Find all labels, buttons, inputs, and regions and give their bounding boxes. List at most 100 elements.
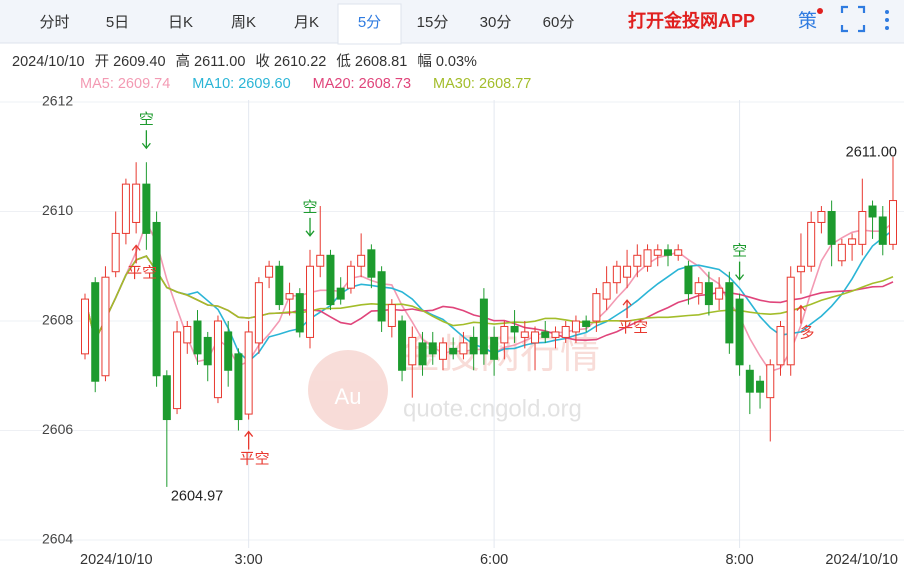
signal-arrow [141,130,151,150]
watermark-brand: 金投网行情 [400,333,600,377]
y-tick-label: 2604 [42,531,73,547]
quote-info: 低 2608.81 [336,53,407,70]
candle-body [694,282,703,295]
ma-legend: MA20: 2608.73 [313,76,411,92]
candle-body [674,249,683,256]
quote-info: 2024/10/10 [12,54,85,70]
ma-line [84,255,894,343]
tab[interactable]: 5分 [358,14,381,31]
candle-body [735,298,744,366]
candle-body [91,282,100,382]
y-tick-label: 2606 [42,421,73,437]
candle-body [387,304,396,327]
candle-body [152,221,161,377]
candle-body [663,249,672,256]
tab-bar [0,0,904,43]
candle-body [336,287,345,300]
candle-body [346,265,355,289]
candle-body [756,380,765,393]
candle-body [469,336,478,355]
signal-label: 多 [799,325,814,342]
tab[interactable]: 5日 [106,14,129,31]
ma-line [84,229,894,363]
signal-label: 空 [732,243,747,260]
candle-body [531,331,540,344]
candle-body [848,238,857,245]
x-tick-label: 3:00 [235,552,263,568]
candle-body [459,342,468,355]
signal-arrow [796,304,806,324]
candle-body [234,353,243,421]
watermark-logo: Au [335,384,362,409]
candle-body [704,282,713,306]
candle-body [827,211,836,245]
candle-body [796,265,805,273]
candle-body [582,320,591,327]
signal-label: 平空 [127,264,157,281]
candle-body [653,249,662,256]
tab[interactable]: 30分 [480,14,512,31]
candle-body [858,211,867,245]
strategy[interactable]: 策 [798,10,817,32]
candle-body [306,265,315,338]
candle-body [203,336,212,366]
ma-legend: MA5: 2609.74 [80,76,170,92]
tab[interactable]: 日K [168,14,193,31]
candle-body [142,183,151,234]
fullscreen-icon[interactable] [840,5,866,33]
y-tick-label: 2608 [42,312,73,328]
ma-legend: MA10: 2609.60 [192,76,290,92]
tab[interactable]: 60分 [543,14,575,31]
more-icon[interactable] [885,10,889,30]
watermark-url: quote.cngold.org [403,395,582,422]
active-tab [337,3,402,45]
candle-body [592,293,601,322]
candle-body [561,325,570,338]
promo[interactable]: 打开金投网APP [628,10,755,31]
ma-legend: MA30: 2608.77 [433,76,531,92]
candle-body [684,265,693,295]
candle-body [428,342,437,355]
candle-body [837,243,846,262]
x-tick-label: 6:00 [480,552,508,568]
candle-body [715,287,724,300]
quote-info: 开 2609.40 [95,54,166,70]
quote-info: 高 2611.00 [176,53,246,70]
candle-body [725,282,734,344]
candle-body [633,254,642,267]
candle-body [807,221,816,267]
candle-body [244,331,253,415]
candle-body [745,369,754,393]
candle-body [213,320,222,399]
signal-arrow [131,244,141,264]
candle-body [316,254,325,267]
candle-body [111,232,120,273]
ma-line [84,255,894,343]
y-tick-label: 2610 [42,202,73,218]
candle-body [643,249,652,267]
candle-body [479,298,488,355]
candle-body [551,331,560,338]
badge [817,8,823,14]
tab[interactable]: 月K [294,14,319,31]
candle-body [326,254,335,306]
candle-body [817,211,826,223]
tab[interactable]: 周K [231,14,256,31]
candle-body [438,342,447,360]
y-tick-label: 2612 [42,93,73,109]
signal-arrow [622,299,632,319]
candle-body [418,342,427,366]
x-tick-label: 2024/10/10 [80,552,153,568]
candle-body [367,249,376,278]
candle-body [766,364,775,399]
candle-body [623,265,632,278]
tab[interactable]: 15分 [417,14,449,31]
signal-label: 空 [139,111,154,128]
candle-body [868,205,877,218]
candle-body [776,325,785,366]
candle-body [132,183,141,223]
tab[interactable]: 分时 [39,14,69,31]
candle-body [786,276,795,366]
candle-body [398,320,407,371]
